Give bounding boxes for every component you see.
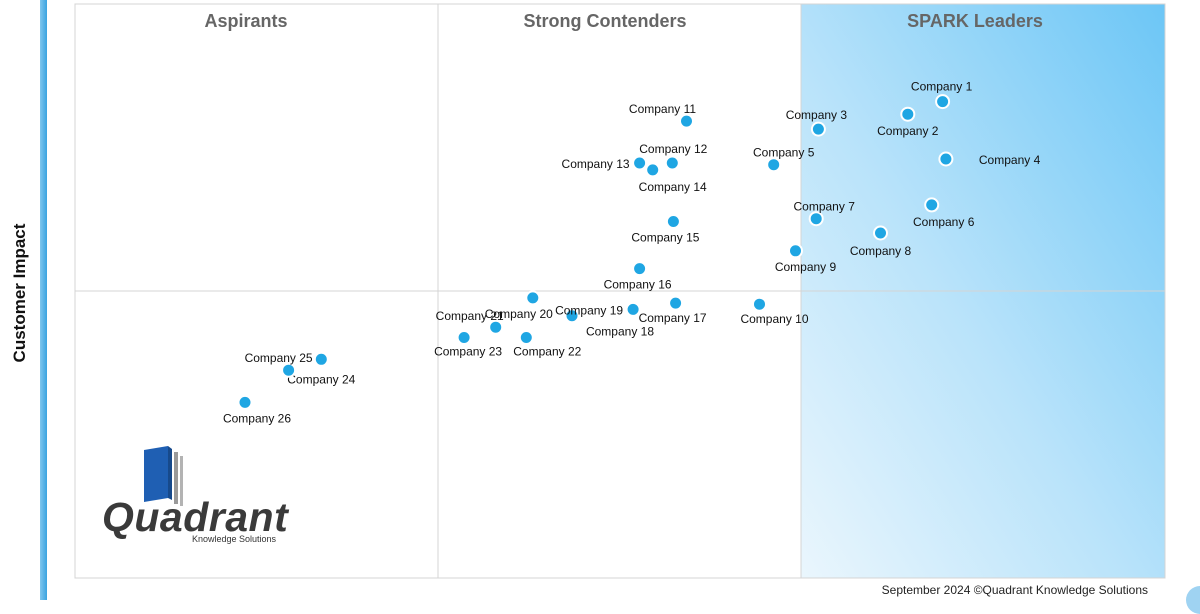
point-label-company-14: Company 14 (639, 180, 707, 194)
data-points: Company 1 Company 2 Company 3 Company 4 Comp… (223, 80, 1041, 426)
point-company-21 (488, 319, 504, 335)
point-label-company-25: Company 25 (245, 351, 313, 365)
point-company-24 (313, 351, 329, 367)
point-label-company-19: Company 19 (555, 303, 623, 317)
point-label-company-5: Company 5 (753, 146, 815, 160)
point-label-company-26: Company 26 (223, 411, 291, 425)
book-logo-icon (144, 446, 183, 506)
point-label-company-11: Company 11 (629, 102, 696, 116)
point-label-company-10: Company 10 (740, 312, 808, 326)
point-company-4 (938, 151, 954, 167)
point-label-company-24: Company 24 (287, 372, 355, 386)
point-company-6 (924, 197, 940, 213)
point-company-15 (665, 214, 681, 229)
point-company-19 (625, 301, 641, 317)
point-label-company-21: Company 21 (436, 309, 504, 323)
point-company-11 (679, 113, 694, 129)
point-company-16 (632, 261, 648, 277)
left-accent-bar (40, 0, 47, 600)
point-company-5 (766, 157, 782, 173)
point-company-23 (456, 330, 472, 345)
point-label-company-12: Company 12 (639, 142, 707, 156)
point-label-company-2: Company 2 (877, 124, 939, 138)
point-company-12 (664, 155, 680, 171)
quadrant-title-spark-leaders: SPARK Leaders (907, 11, 1043, 31)
spark-matrix-chart: Aspirants Strong Contenders SPARK Leader… (74, 3, 1166, 579)
point-company-17 (668, 295, 684, 311)
point-label-company-16: Company 16 (604, 278, 672, 292)
point-label-company-9: Company 9 (775, 260, 837, 274)
point-company-1 (935, 94, 951, 110)
quadrant-title-aspirants: Aspirants (204, 11, 287, 31)
point-label-company-20: Company 20 (485, 307, 553, 321)
point-company-25 (281, 362, 297, 378)
point-label-company-3: Company 3 (786, 108, 848, 122)
point-label-company-17: Company 17 (639, 311, 707, 325)
point-company-26 (237, 394, 253, 410)
point-label-company-15: Company 15 (631, 231, 699, 245)
point-label-company-1: Company 1 (911, 80, 973, 94)
point-label-company-4: Company 4 (979, 153, 1041, 167)
point-company-14 (645, 162, 661, 178)
point-label-company-6: Company 6 (913, 215, 975, 229)
point-company-13 (632, 155, 648, 171)
point-company-18 (564, 308, 580, 324)
point-company-20 (525, 290, 541, 306)
point-company-3 (810, 121, 826, 137)
point-label-company-23: Company 23 (434, 345, 502, 359)
point-label-company-8: Company 8 (850, 244, 912, 258)
point-label-company-18: Company 18 (586, 325, 654, 339)
point-company-22 (518, 330, 534, 345)
point-company-7 (808, 211, 824, 227)
quadrant-logo: Quadrant Knowledge Solutions (100, 446, 310, 556)
point-company-2 (900, 106, 916, 122)
point-company-9 (788, 243, 803, 259)
footer-copyright: September 2024 ©Quadrant Knowledge Solut… (881, 583, 1148, 597)
point-company-8 (873, 225, 888, 241)
point-company-10 (752, 296, 767, 312)
point-label-company-13: Company 13 (562, 157, 630, 171)
point-label-company-7: Company 7 (794, 200, 856, 214)
logo-wordmark: Quadrant (102, 494, 289, 540)
quadrant-title-strong-contenders: Strong Contenders (523, 11, 686, 31)
logo-tagline: Knowledge Solutions (192, 534, 277, 544)
point-label-company-22: Company 22 (513, 345, 581, 359)
